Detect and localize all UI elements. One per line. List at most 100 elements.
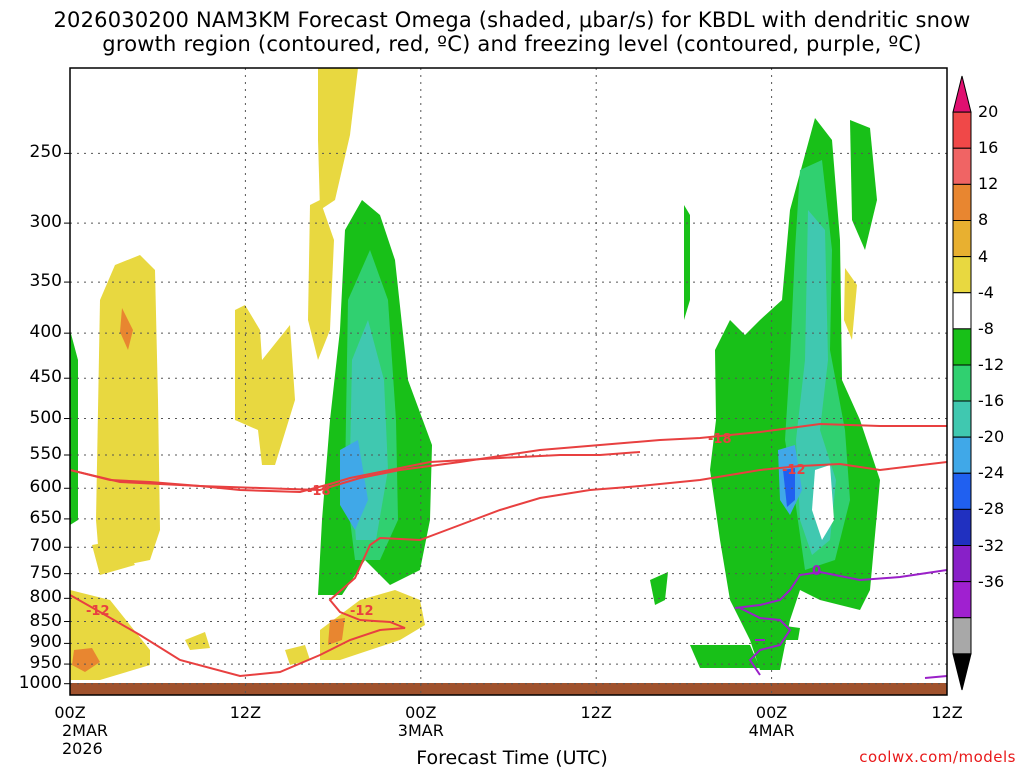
colorbar-segment — [952, 256, 972, 294]
y-tick-label: 650 — [29, 507, 62, 528]
colorbar-segment — [952, 364, 972, 402]
contour-label: 0 — [812, 564, 821, 579]
colorbar-label: -32 — [978, 535, 1005, 555]
colorbar-segment — [952, 147, 972, 185]
colorbar-segment — [952, 111, 972, 149]
x-tick-label: 12Z — [205, 704, 285, 722]
omega-positive-region — [285, 645, 310, 665]
plot-border — [69, 67, 948, 696]
x-tick-label: 12Z — [580, 703, 612, 722]
x-tick-label: 00Z — [755, 703, 788, 722]
omega-positive-region — [844, 268, 857, 340]
colorbar-segment — [952, 400, 972, 438]
y-tick-label: 800 — [29, 587, 62, 608]
colorbar-label: -20 — [978, 427, 1005, 447]
colorbar-label: -4 — [978, 282, 994, 302]
omega-positive-region — [96, 255, 160, 570]
colorbar-label: 12 — [978, 174, 999, 194]
colorbar-label: -8 — [978, 318, 994, 338]
x-axis-title: Forecast Time (UTC) — [416, 747, 608, 769]
x-tick-sub1: 3MAR — [397, 721, 444, 740]
omega-shading — [70, 68, 880, 680]
colorbar-label: -36 — [978, 571, 1005, 591]
y-tick-label: 700 — [29, 536, 62, 557]
colorbar-label: -28 — [978, 499, 1005, 519]
y-tick-label: 900 — [29, 632, 62, 653]
y-tick-label: 550 — [29, 443, 62, 464]
omega-negative-region — [70, 330, 78, 525]
colorbar-label: -12 — [978, 354, 1005, 374]
y-tick-label: 500 — [29, 407, 62, 428]
x-tick-label: 00Z — [54, 703, 86, 722]
omega-positive-region — [328, 618, 345, 645]
omega-negative-region — [650, 572, 668, 605]
y-tick-label: 1000 — [18, 672, 62, 693]
omega-negative-region — [684, 205, 690, 320]
contour-label: -18 — [708, 432, 732, 447]
omega-positive-region — [308, 200, 334, 360]
omega-positive-region — [120, 308, 133, 350]
y-tick-label: 350 — [29, 271, 62, 292]
colorbar-segment — [952, 183, 972, 221]
x-tick-label: 12Z — [907, 704, 987, 722]
chart-title-line-1: 2026030200 NAM3KM Forecast Omega (shaded… — [53, 8, 971, 32]
y-tick-label: 950 — [29, 653, 62, 674]
x-tick-sub1: 4MAR — [748, 721, 795, 740]
colorbar-label: -16 — [978, 391, 1005, 411]
x-tick-label: 00Z — [405, 703, 437, 722]
x-tick-label: 12Z — [556, 704, 636, 722]
y-tick-label: 450 — [29, 367, 62, 388]
colorbar-segment — [952, 472, 972, 510]
colorbar-label: -24 — [978, 463, 1005, 483]
chart-title-line-2: growth region (contoured, red, ºC) and f… — [102, 32, 922, 56]
omega-positive-region — [72, 648, 100, 672]
y-tick-label: 850 — [29, 610, 62, 631]
omega-positive-region — [92, 540, 135, 575]
colorbar-segment — [952, 653, 972, 691]
colorbar-segment — [952, 219, 972, 258]
grid-lines — [64, 68, 947, 695]
colorbar-segment — [952, 292, 972, 330]
x-tick-label: 00Z 3MAR — [381, 704, 461, 740]
temperature-contours — [70, 422, 947, 678]
colorbar-label: 16 — [978, 138, 999, 158]
y-tick-label: 750 — [29, 562, 62, 583]
contour-minus12-upper — [70, 451, 641, 494]
colorbar-segment — [952, 508, 972, 547]
contour-labels: -12 -12 -12 -18 -18 0 — [86, 432, 821, 619]
omega-positive-region — [235, 305, 295, 465]
ground-fill — [70, 683, 947, 695]
freezing-level-contour — [734, 569, 947, 679]
contour-label: -12 — [350, 604, 374, 619]
omega-negative-region — [340, 440, 368, 530]
omega-negative-region — [812, 465, 834, 540]
y-tick-label: 400 — [29, 322, 62, 343]
colorbar-segment — [952, 545, 972, 583]
colorbar-segment — [952, 436, 972, 474]
contour-label: -18 — [307, 484, 331, 499]
contour-minus12-lower — [70, 461, 947, 678]
x-tick-label: 12Z — [229, 703, 262, 722]
contour-minus18-upper — [70, 422, 947, 492]
omega-negative-region — [783, 468, 795, 507]
colorbar-label: 8 — [978, 210, 989, 230]
x-tick-label: 12Z — [931, 703, 963, 722]
y-tick-label: 600 — [29, 477, 62, 498]
colorbar — [952, 75, 972, 691]
colorbar-segment — [952, 617, 972, 655]
colorbar-segment — [952, 581, 972, 619]
y-tick-label: 300 — [29, 212, 62, 233]
x-tick-label: 00Z 4MAR — [732, 704, 812, 740]
colorbar-segment — [952, 75, 972, 113]
omega-negative-region — [850, 120, 877, 250]
contour-label: -12 — [782, 463, 806, 478]
credit-link[interactable]: coolwx.com/models — [859, 748, 1016, 766]
omega-negative-region — [690, 645, 760, 668]
colorbar-label: 4 — [978, 246, 989, 266]
omega-positive-region — [185, 632, 210, 650]
colorbar-label: 20 — [978, 102, 999, 122]
y-tick-label: 250 — [29, 142, 62, 163]
x-tick-sub1: 2MAR — [62, 721, 109, 740]
colorbar-segment — [952, 328, 972, 366]
